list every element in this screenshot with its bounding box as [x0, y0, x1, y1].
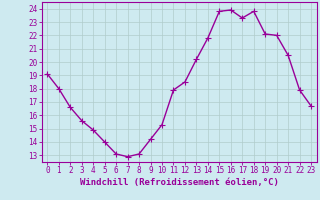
X-axis label: Windchill (Refroidissement éolien,°C): Windchill (Refroidissement éolien,°C) — [80, 178, 279, 187]
